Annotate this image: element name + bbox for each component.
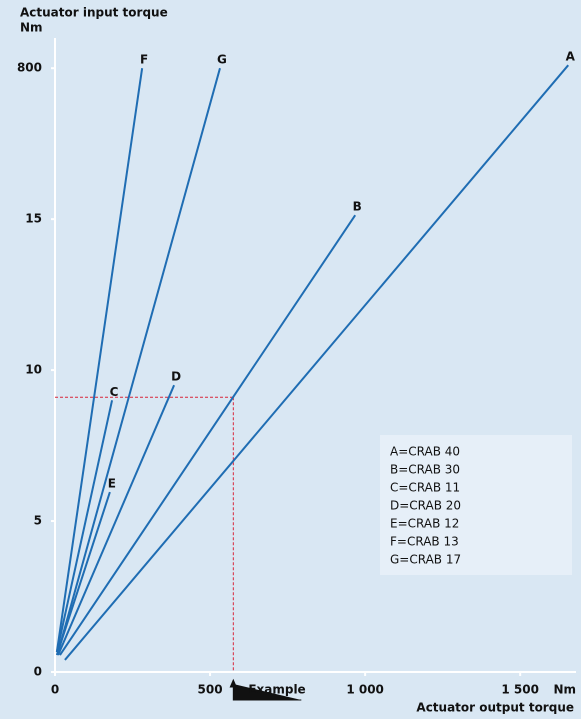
- legend-entry: A=CRAB 40: [390, 445, 460, 459]
- legend-entry: E=CRAB 12: [390, 517, 459, 531]
- x-tick-label: 500: [198, 683, 223, 697]
- x-tick-label: 1 000: [346, 683, 384, 697]
- y-axis-label: Actuator input torque: [20, 6, 168, 20]
- legend-entry: C=CRAB 11: [390, 481, 460, 495]
- y-tick-label: 800: [17, 61, 42, 75]
- line-label: E: [108, 477, 116, 491]
- y-tick-label: 5: [34, 514, 42, 528]
- series-line: [57, 67, 221, 653]
- line-label: G: [217, 53, 227, 67]
- legend-entry: F=CRAB 13: [390, 535, 459, 549]
- legend-entry: B=CRAB 30: [390, 463, 460, 477]
- series-line: [57, 384, 176, 656]
- y-tick-label: 15: [25, 212, 42, 226]
- line-label: B: [353, 200, 362, 214]
- series-line: [55, 68, 144, 653]
- series-line: [59, 214, 357, 656]
- line-label: C: [110, 385, 119, 399]
- line-label: F: [140, 53, 148, 67]
- legend-entry: D=CRAB 20: [390, 499, 461, 513]
- x-axis-label: Actuator output torque: [416, 701, 574, 715]
- legend-box: [380, 435, 572, 575]
- x-axis-unit: Nm: [553, 683, 576, 697]
- line-label: A: [566, 50, 576, 64]
- series-line: [55, 400, 114, 653]
- example-label: Example: [248, 683, 305, 697]
- legend-entry: G=CRAB 17: [390, 553, 461, 567]
- y-tick-label: 0: [34, 665, 42, 679]
- example-arrow: [229, 678, 302, 701]
- x-tick-label: 0: [51, 683, 59, 697]
- y-tick-label: 10: [25, 363, 42, 377]
- line-label: D: [171, 370, 181, 384]
- series-line: [64, 64, 570, 661]
- x-tick-label: 1 500: [501, 683, 539, 697]
- y-axis-unit: Nm: [20, 21, 43, 35]
